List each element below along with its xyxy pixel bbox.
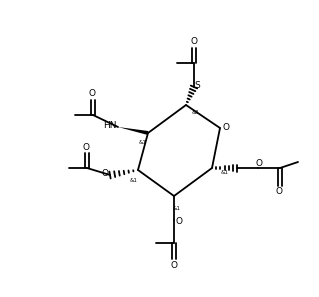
Text: O: O [88, 89, 95, 99]
Text: &1: &1 [173, 206, 181, 211]
Text: &1: &1 [139, 140, 147, 146]
Text: O: O [170, 260, 177, 269]
Text: O: O [256, 159, 263, 168]
Text: O: O [222, 122, 229, 132]
Text: O: O [276, 187, 283, 197]
Text: S: S [194, 80, 200, 89]
Text: &1: &1 [221, 170, 229, 176]
Text: HN: HN [103, 121, 117, 130]
Text: O: O [175, 217, 182, 225]
Text: O: O [83, 143, 90, 151]
Text: O: O [190, 37, 197, 47]
Text: &1: &1 [192, 110, 200, 115]
Text: &1: &1 [130, 178, 138, 182]
Polygon shape [118, 127, 148, 135]
Text: O: O [101, 170, 108, 178]
